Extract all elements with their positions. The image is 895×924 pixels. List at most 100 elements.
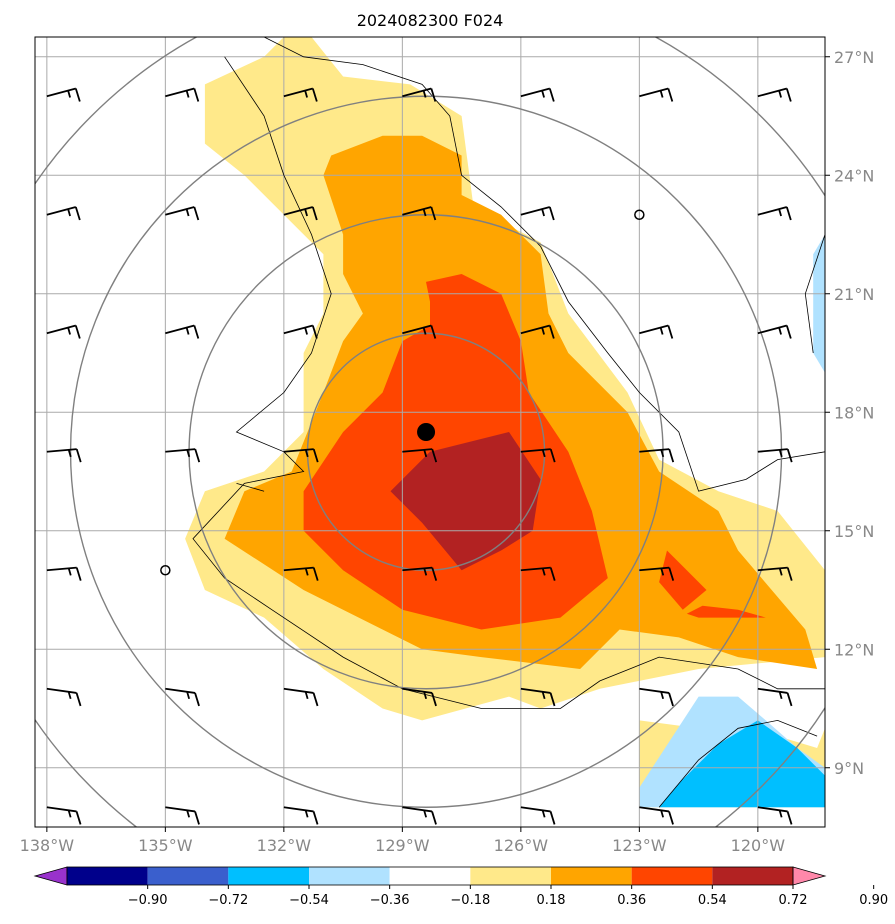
colorbar-tick-label: 0.90	[859, 893, 888, 908]
wind-barb	[165, 448, 201, 463]
wind-barb-half-flag	[304, 90, 308, 98]
wind-barb-half-flag	[422, 90, 427, 98]
wind-barb	[165, 687, 200, 707]
wind-barb-half-flag	[541, 90, 545, 98]
wind-barb-flag	[785, 325, 792, 339]
wind-barb-flag	[785, 206, 792, 221]
wind-barb-half-flag	[423, 810, 428, 818]
wind-barb-flag	[194, 692, 200, 707]
colorbar-tick-label: −0.36	[370, 893, 410, 908]
wind-barb-half-flag	[304, 208, 308, 217]
wind-barb	[639, 324, 674, 339]
wind-barb-staff	[402, 448, 433, 453]
wind-barb-staff	[757, 448, 788, 453]
wind-barb-half-flag	[304, 810, 309, 818]
lon-tick-label: 138°W	[20, 836, 75, 855]
wind-barb-staff	[402, 806, 433, 813]
lat-tick-label: 9°N	[834, 759, 864, 778]
wind-barb-calm	[160, 565, 171, 576]
chart-title: 2024082300 F024	[357, 11, 504, 30]
wind-barb	[639, 448, 675, 463]
wind-barb	[520, 566, 556, 581]
wind-barb-half-flag	[660, 449, 665, 458]
colorbar-segment	[228, 867, 309, 885]
wind-barb-half-flag	[778, 90, 782, 98]
colorbar-segment	[389, 867, 471, 885]
wind-barb-staff	[402, 324, 432, 335]
wind-barb-staff	[283, 566, 314, 572]
wind-barb-staff	[639, 448, 670, 453]
wind-barb-half-flag	[778, 568, 783, 576]
wind-barb-half-flag	[423, 449, 428, 458]
wind-barb-staff	[402, 687, 433, 694]
lon-tick-label: 132°W	[257, 836, 312, 855]
filled-region--0.18-7	[813, 234, 825, 373]
wind-barb-flag	[431, 567, 438, 581]
wind-barb-half-flag	[67, 449, 72, 458]
wind-barb	[46, 206, 81, 221]
wind-barb-half-flag	[541, 568, 546, 576]
wind-barb-staff	[283, 687, 314, 694]
wind-barb	[757, 324, 792, 339]
wind-barb-half-flag	[659, 327, 664, 335]
wind-barb-flag	[75, 811, 82, 825]
wind-barb-flag	[193, 206, 200, 221]
wind-barb-staff	[46, 324, 77, 335]
lon-tick-label: 123°W	[612, 836, 667, 855]
wind-barb-flag	[668, 567, 675, 581]
wind-barb-half-flag	[67, 691, 72, 700]
wind-barb-flag	[312, 567, 319, 581]
contour-line-1	[192, 56, 825, 709]
wind-barb	[757, 687, 793, 707]
wind-barb-half-flag	[423, 568, 428, 576]
wind-barb	[520, 206, 555, 221]
wind-barb	[46, 324, 81, 339]
wind-barb-flag	[549, 811, 556, 825]
wind-barb-staff	[46, 806, 77, 813]
wind-barb-flag	[667, 325, 674, 339]
filled-region-0.54-5	[686, 605, 766, 618]
wind-barb-flag	[430, 325, 437, 339]
wind-barb-staff	[757, 87, 788, 98]
wind-barb-staff	[46, 206, 77, 216]
wind-barb-flag	[193, 325, 200, 339]
wind-barb-staff	[757, 566, 788, 572]
wind-barb	[283, 687, 319, 707]
wind-barb-flag	[430, 88, 437, 102]
wind-barb-flag	[311, 206, 318, 221]
wind-barb-flag	[548, 88, 555, 102]
wind-barb	[402, 806, 437, 825]
contour-line-3	[804, 234, 825, 354]
colorbar-segment	[67, 867, 148, 885]
wind-barb-flag	[668, 692, 674, 707]
wind-barb-flag	[74, 325, 81, 339]
wind-barb-calm	[634, 209, 645, 220]
wind-barb	[283, 566, 319, 581]
wind-barb-half-flag	[660, 810, 665, 818]
wind-barb-half-flag	[778, 691, 783, 700]
colorbar: −0.90 −0.72 −0.54 −0.36 −0.18 0.18 0.36 0.54 0.7…	[33, 866, 888, 908]
wind-barb	[757, 87, 792, 102]
wind-barb-flag	[431, 448, 438, 463]
contour-line-2	[658, 719, 818, 808]
wind-barb	[46, 87, 81, 102]
wind-barb-flag	[549, 448, 556, 463]
wind-barb-half-flag	[67, 90, 71, 98]
wind-barb-flag	[431, 811, 437, 825]
colorbar-tick-label: −0.54	[289, 893, 329, 908]
storm-center-marker	[417, 423, 436, 441]
wind-barb-half-flag	[778, 810, 783, 818]
wind-barb-half-flag	[423, 691, 428, 700]
wind-barb-half-flag	[659, 90, 664, 98]
wind-barb-staff	[46, 448, 77, 453]
wind-barb	[639, 806, 674, 825]
wind-barb	[165, 324, 200, 339]
wind-barb	[165, 206, 200, 221]
wind-barb	[757, 206, 792, 221]
wind-barb	[520, 448, 556, 463]
wind-barb-half-flag	[67, 208, 71, 217]
colorbar-tick-label: 0.36	[617, 893, 646, 908]
contour-line-4	[236, 483, 265, 492]
wind-barb	[283, 206, 318, 221]
wind-barb-half-flag	[67, 327, 71, 335]
